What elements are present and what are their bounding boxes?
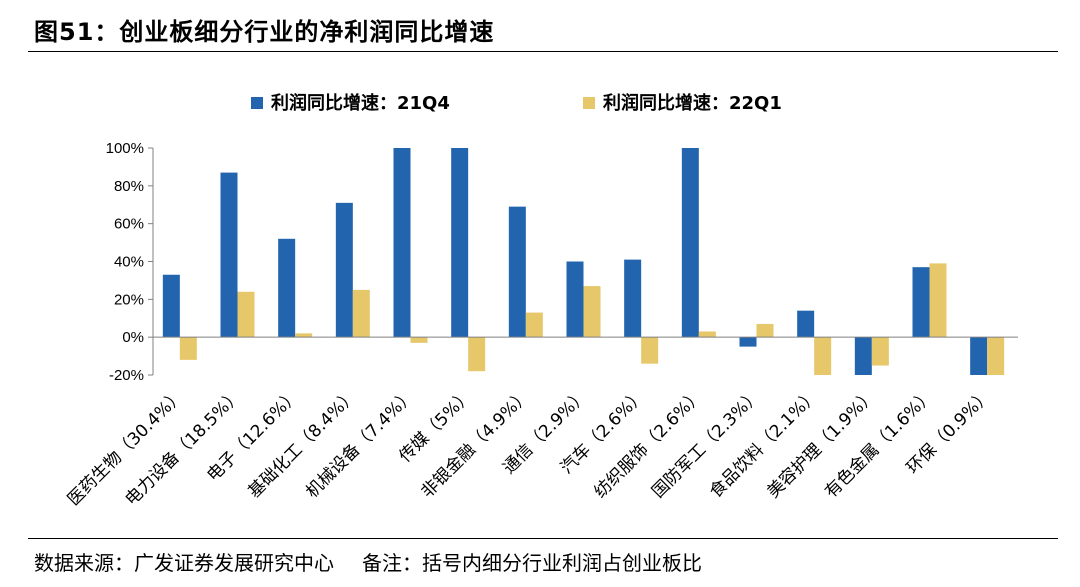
bar-21q4 [278,238,296,338]
category-label: 有色金属（1.6%） [821,385,938,502]
legend-swatch [251,97,263,109]
category-label: 非银金融（4.9%） [418,385,535,502]
legend-label: 利润同比增速：21Q4 [271,92,450,114]
remark-note: 备注：括号内细分行业利润占创业板比 [362,551,702,575]
bars [162,148,1005,375]
legend-swatch [583,97,595,109]
bar-21q4 [393,148,411,338]
bar-21q4 [566,261,584,338]
y-tick-label: -20% [109,367,144,384]
bar-21q4 [681,148,699,338]
bar-22q1 [583,286,601,338]
bar-21q4 [912,267,930,338]
bar-21q4 [508,206,526,338]
y-tick-label: 40% [114,254,144,271]
category-label: 食品饮料（2.1%） [706,385,823,502]
bar-21q4 [624,259,642,338]
bar-21q4 [970,337,988,375]
bar-22q1 [987,337,1005,375]
bar-22q1 [814,337,832,375]
bar-21q4 [854,337,872,375]
bar-21q4 [335,202,353,338]
bar-22q1 [871,337,889,366]
y-tick-label: 100% [106,140,144,157]
bar-22q1 [756,323,774,338]
bar-22q1 [410,337,428,343]
title-divider [28,51,1058,52]
bar-22q1 [352,289,370,338]
chart-title: 图51：创业板细分行业的净利润同比增速 [34,18,495,46]
y-tick-label: 20% [114,291,144,308]
bar-22q1 [698,331,716,338]
bar-21q4 [220,172,238,338]
category-label: 基础化工（8.4%） [245,385,362,502]
category-labels: 医药生物（30.4%）电力设备（18.5%）电子（12.6%）基础化工（8.4%… [64,385,996,509]
y-tick-label: 0% [122,329,144,346]
category-label: 美容护理（1.9%） [764,385,881,502]
bar-22q1 [929,263,947,338]
category-label: 国防军工（2.3%） [648,385,765,502]
bar-22q1 [525,312,543,338]
bar-21q4 [162,274,180,338]
bar-21q4 [797,310,815,338]
legend: 利润同比增速：21Q4 利润同比增速：22Q1 [251,92,782,114]
y-tick-label: 80% [114,178,144,195]
bar-21q4 [739,337,757,347]
category-label: 机械设备（7.4%） [302,385,419,502]
bar-chart: 利润同比增速：21Q4 利润同比增速：22Q1 -20% 0% 20% 40% 60% 80… [64,92,1018,510]
legend-label: 利润同比增速：22Q1 [603,92,782,114]
bar-22q1 [179,337,197,360]
footer-divider [28,538,1058,539]
y-tick-label: 60% [114,216,144,233]
bar-22q1 [295,333,313,338]
bar-22q1 [641,337,659,364]
footer: 数据来源：广发证券发展研究中心 备注：括号内细分行业利润占创业板比 [34,547,702,576]
bar-21q4 [451,148,469,338]
y-axis: -20% 0% 20% 40% 60% 80% 100% [106,140,154,384]
category-label: 纺织服饰（2.6%） [591,385,708,502]
source-note: 数据来源：广发证券发展研究中心 [34,551,334,575]
bar-22q1 [237,291,255,338]
bar-22q1 [468,337,486,372]
